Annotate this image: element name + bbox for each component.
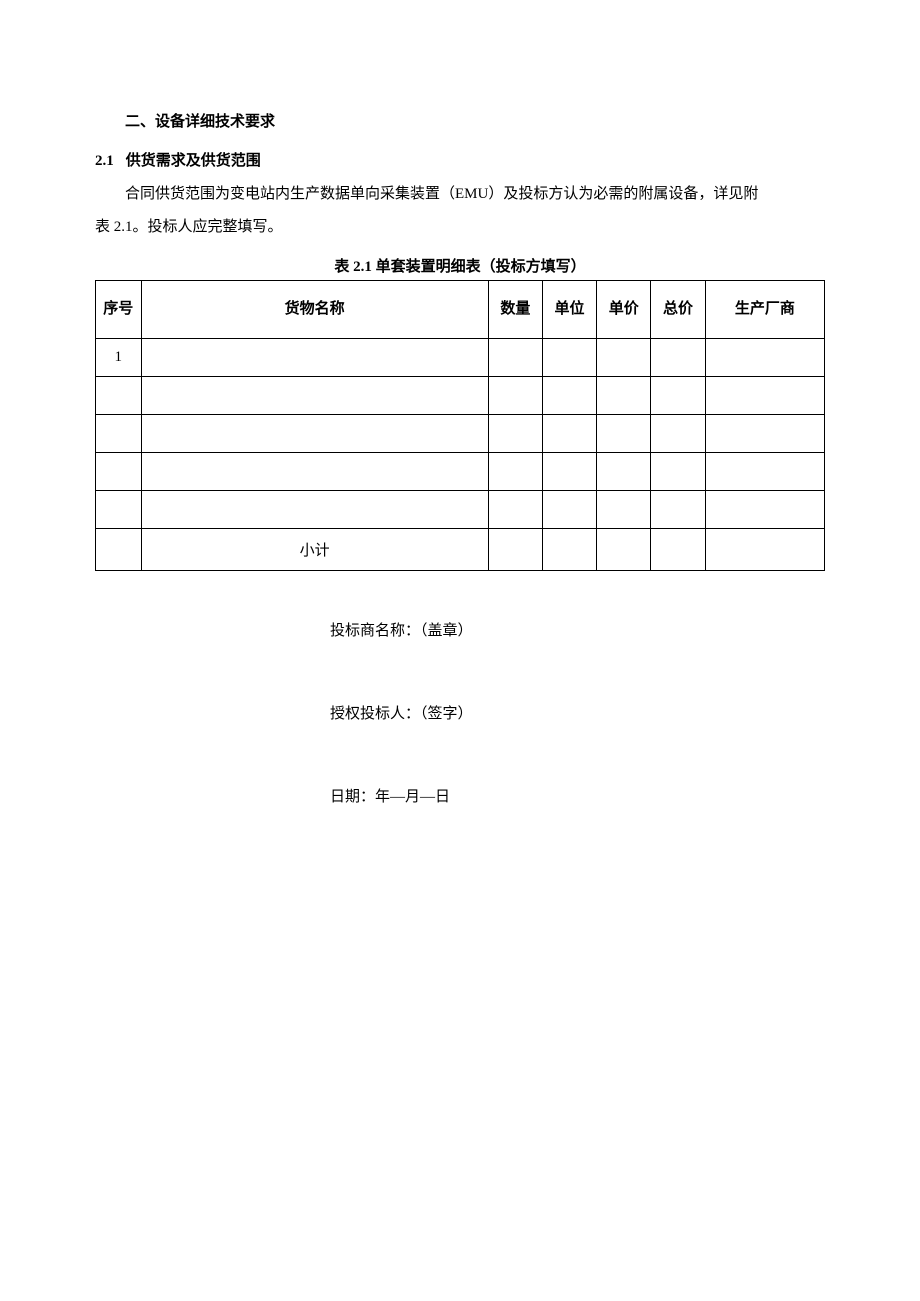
cell-qty <box>488 339 542 377</box>
cell-name <box>141 339 488 377</box>
authorized-bidder-line: 授权投标人：（签字） <box>330 702 825 723</box>
cell-qty <box>488 529 542 571</box>
cell-total-price <box>651 491 705 529</box>
cell-unit-price <box>597 339 651 377</box>
cell-unit <box>542 453 596 491</box>
caption-a: 表 <box>334 259 353 275</box>
cell-seq <box>96 491 142 529</box>
paragraph-1-a: 合同供货范围为变电站内生产数据单向采集装置（ <box>125 186 455 202</box>
cell-unit <box>542 339 596 377</box>
cell-unit <box>542 491 596 529</box>
cell-manufacturer <box>705 377 824 415</box>
table-row <box>96 491 825 529</box>
table-subtotal-row: 小计 <box>96 529 825 571</box>
paragraph-2-b: 。投标人应完整填写。 <box>133 219 283 235</box>
caption-b: 单套装置明细表（投标方填写） <box>376 259 586 275</box>
table-row <box>96 377 825 415</box>
th-unit-price: 单价 <box>597 281 651 339</box>
cell-unit-price <box>597 529 651 571</box>
cell-seq <box>96 529 142 571</box>
subsection-number: 2.1 <box>95 153 114 169</box>
cell-unit-price <box>597 415 651 453</box>
table-row <box>96 415 825 453</box>
paragraph-2-a: 表 <box>95 219 114 235</box>
section-heading: 二、设备详细技术要求 <box>95 110 825 131</box>
subsection-title: 供货需求及供货范围 <box>126 153 261 169</box>
cell-qty <box>488 453 542 491</box>
detail-table: 序号 货物名称 数量 单位 单价 总价 生产厂商 1 <box>95 280 825 571</box>
th-qty: 数量 <box>488 281 542 339</box>
signature-block: 投标商名称：（盖章） 授权投标人：（签字） 日期：年—月—日 <box>330 619 825 806</box>
cell-total-price <box>651 529 705 571</box>
cell-total-price <box>651 377 705 415</box>
paragraph-2: 表 2.1。投标人应完整填写。 <box>95 213 825 242</box>
cell-unit <box>542 377 596 415</box>
cell-total-price <box>651 339 705 377</box>
cell-seq <box>96 377 142 415</box>
cell-manufacturer <box>705 453 824 491</box>
cell-name <box>141 453 488 491</box>
cell-manufacturer <box>705 339 824 377</box>
paragraph-1: 合同供货范围为变电站内生产数据单向采集装置（EMU）及投标方认为必需的附属设备，… <box>95 180 825 209</box>
th-name: 货物名称 <box>141 281 488 339</box>
cell-seq: 1 <box>96 339 142 377</box>
cell-unit <box>542 415 596 453</box>
cell-qty <box>488 491 542 529</box>
cell-unit-price <box>597 453 651 491</box>
cell-qty <box>488 377 542 415</box>
table-row <box>96 453 825 491</box>
caption-num: 2.1 <box>353 259 376 275</box>
th-seq: 序号 <box>96 281 142 339</box>
cell-unit-price <box>597 377 651 415</box>
cell-manufacturer <box>705 415 824 453</box>
cell-seq <box>96 453 142 491</box>
cell-name <box>141 491 488 529</box>
paragraph-1-emu: EMU <box>455 186 488 202</box>
cell-unit-price <box>597 491 651 529</box>
th-total-price: 总价 <box>651 281 705 339</box>
cell-qty <box>488 415 542 453</box>
table-header-row: 序号 货物名称 数量 单位 单价 总价 生产厂商 <box>96 281 825 339</box>
cell-seq <box>96 415 142 453</box>
th-unit: 单位 <box>542 281 596 339</box>
cell-subtotal-label: 小计 <box>141 529 488 571</box>
bidder-name-line: 投标商名称：（盖章） <box>330 619 825 640</box>
cell-unit <box>542 529 596 571</box>
paragraph-2-num: 2.1 <box>114 219 133 235</box>
table-caption: 表 2.1 单套装置明细表（投标方填写） <box>95 255 825 276</box>
cell-manufacturer <box>705 529 824 571</box>
cell-manufacturer <box>705 491 824 529</box>
cell-total-price <box>651 415 705 453</box>
table-row: 1 <box>96 339 825 377</box>
cell-total-price <box>651 453 705 491</box>
paragraph-1-b: ）及投标方认为必需的附属设备，详见附 <box>488 186 758 202</box>
cell-name <box>141 377 488 415</box>
cell-name <box>141 415 488 453</box>
th-manufacturer: 生产厂商 <box>705 281 824 339</box>
date-line: 日期：年—月—日 <box>330 785 825 806</box>
subsection-heading: 2.1 供货需求及供货范围 <box>95 149 825 170</box>
